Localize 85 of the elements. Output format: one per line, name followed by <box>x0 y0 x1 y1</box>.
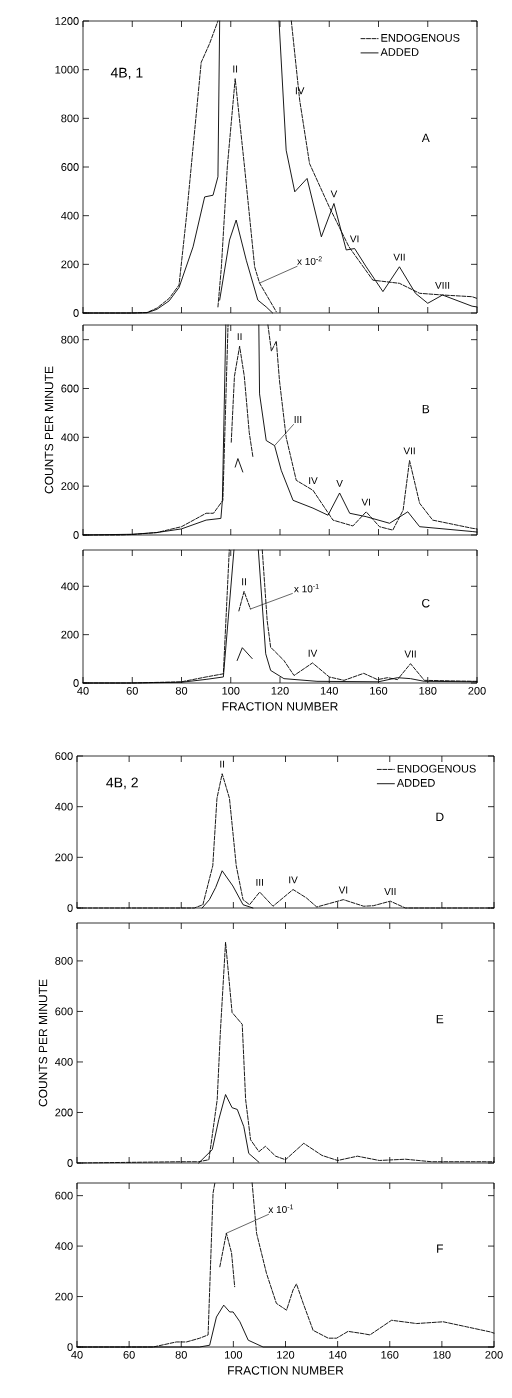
y-tick-label: 200 <box>61 482 79 491</box>
y-tick-label: 0 <box>73 309 79 317</box>
annotation: VII <box>404 650 416 658</box>
annotation: A <box>421 133 430 142</box>
annotation: 4B, 2 <box>106 777 138 790</box>
annotation: x 10$^{-1}$ <box>294 583 319 593</box>
y-tick-label: 400 <box>55 1242 73 1250</box>
annotation: II <box>237 333 242 341</box>
annotation: IV <box>309 477 318 485</box>
annotation: D <box>436 812 444 821</box>
y-tick-label: 600 <box>61 384 79 393</box>
annotation: x 10$^{-1}$ <box>268 1204 294 1213</box>
y-tick-label: 200 <box>61 630 79 639</box>
y-tick-label: 200 <box>55 853 73 862</box>
x-tick-label: 180 <box>419 686 437 695</box>
y-tick-label: 800 <box>61 335 79 344</box>
y-tick-label: 400 <box>61 433 79 442</box>
y-tick-label: 600 <box>55 1191 73 1200</box>
x-tick-label: 80 <box>175 686 188 695</box>
y-tick-label: 0 <box>67 1159 73 1167</box>
annotation: VII <box>393 253 405 261</box>
y-tick-label: 0 <box>67 1343 73 1351</box>
legend-label: ADDED <box>396 779 435 787</box>
y-tick-label: 0 <box>67 904 73 912</box>
x-tick-label: 140 <box>329 1350 347 1359</box>
y-tick-label: 400 <box>61 582 79 591</box>
y-tick-label: 1000 <box>55 65 79 74</box>
annotation: V <box>330 190 338 198</box>
annotation: IV <box>308 649 318 657</box>
annotation: VI <box>338 886 348 894</box>
x-axis-title: FRACTION NUMBER <box>222 702 338 711</box>
annotation: III <box>294 416 302 423</box>
y-tick-label: 400 <box>61 211 79 220</box>
annotation: x 10$^{-2}$ <box>297 256 322 265</box>
annotation: E <box>436 1014 444 1024</box>
annotation: VI <box>361 498 370 506</box>
y-tick-label: 400 <box>55 802 73 811</box>
annotation: III <box>256 878 263 886</box>
y-tick-label: 200 <box>55 1108 73 1117</box>
y-tick-label: 0 <box>73 531 79 539</box>
annotation: VI <box>349 235 359 243</box>
y-axis-title: COUNTS PER MINUTE <box>44 366 54 494</box>
annotation: 4B, 1 <box>110 67 143 80</box>
y-tick-label: 400 <box>55 1058 73 1066</box>
y-tick-label: 800 <box>61 114 79 123</box>
annotation: IV <box>289 876 298 884</box>
x-tick-label: 60 <box>126 686 138 695</box>
y-tick-label: 800 <box>55 957 73 965</box>
y-tick-label: 600 <box>55 1007 73 1016</box>
annotation: II <box>242 578 246 586</box>
y-tick-label: 600 <box>61 163 79 171</box>
x-tick-label: 120 <box>271 686 289 695</box>
x-tick-label: 160 <box>381 1350 399 1359</box>
y-tick-label: 200 <box>61 260 79 269</box>
x-tick-label: 120 <box>277 1350 295 1359</box>
x-axis-title: FRACTION NUMBER <box>228 1366 344 1375</box>
legend-label: ADDED <box>380 48 419 56</box>
x-tick-label: 100 <box>225 1350 243 1359</box>
x-tick-label: 100 <box>222 686 240 695</box>
annotation: IV <box>295 87 305 95</box>
y-tick-label: 200 <box>55 1292 73 1301</box>
y-tick-label: 0 <box>73 679 79 687</box>
x-tick-label: 160 <box>370 686 388 695</box>
x-tick-label: 200 <box>468 686 486 695</box>
annotation: II <box>233 65 238 73</box>
annotation: V <box>336 479 343 487</box>
x-tick-label: 180 <box>433 1350 451 1359</box>
y-axis-title: COUNTS PER MINUTE <box>38 979 48 1107</box>
x-tick-label: 200 <box>485 1350 503 1359</box>
y-tick-label: 1200 <box>55 17 79 25</box>
legend-label: ENDOGENOUS <box>381 33 460 42</box>
legend-label: ENDOGENOUS <box>397 764 476 773</box>
x-tick-label: 60 <box>123 1350 135 1359</box>
x-tick-label: 80 <box>175 1350 187 1359</box>
annotation: VIII <box>435 281 450 289</box>
annotation: B <box>422 404 430 414</box>
annotation: II <box>220 760 225 768</box>
x-tick-label: 140 <box>320 686 338 695</box>
annotation: F <box>437 1244 443 1253</box>
y-tick-label: 600 <box>55 752 73 760</box>
x-tick-label: 40 <box>77 686 89 695</box>
x-tick-label: 40 <box>71 1350 83 1359</box>
annotation: VII <box>384 888 396 895</box>
annotation: C <box>422 598 430 608</box>
annotation: VII <box>403 447 415 455</box>
